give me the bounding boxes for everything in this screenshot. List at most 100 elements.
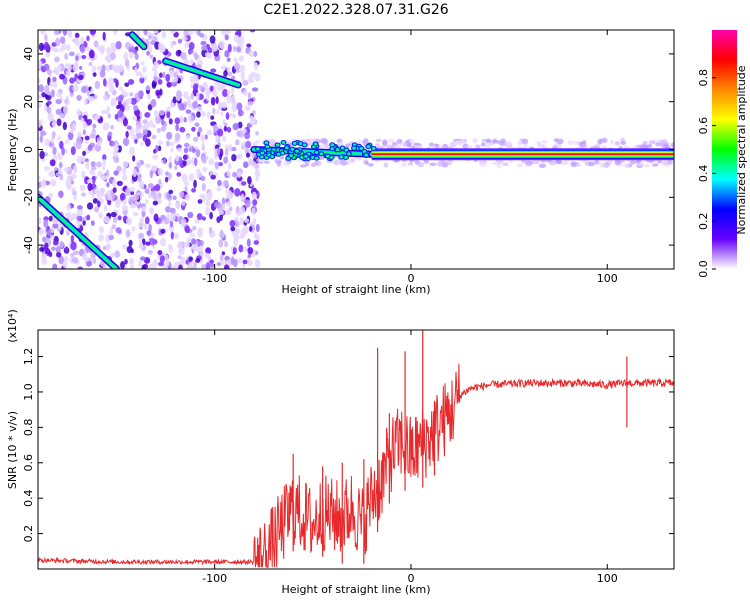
- carrier-blob-inner: [260, 151, 265, 155]
- noise-blob: [122, 166, 127, 176]
- noise-blob: [216, 147, 221, 156]
- carrier-halo: [493, 140, 502, 144]
- noise-blob: [247, 91, 252, 101]
- noise-blob: [178, 264, 183, 269]
- noise-blob: [154, 115, 162, 124]
- noise-blob: [58, 256, 65, 265]
- carrier-halo: [438, 159, 447, 165]
- noise-blob: [38, 103, 42, 109]
- noise-blob: [122, 117, 128, 127]
- noise-blob: [66, 229, 70, 236]
- noise-blob: [65, 95, 70, 101]
- carrier-halo: [556, 144, 562, 150]
- noise-blob: [125, 217, 133, 225]
- carrier-halo: [279, 156, 285, 160]
- noise-blob: [238, 55, 245, 62]
- noise-blob: [183, 142, 190, 148]
- noise-blob: [63, 256, 69, 262]
- carrier-halo: [313, 160, 322, 166]
- noise-blob: [160, 214, 166, 220]
- noise-blob: [70, 180, 75, 185]
- carrier-halo: [264, 160, 270, 164]
- noise-blob: [59, 47, 64, 53]
- noise-blob: [246, 238, 251, 247]
- noise-blob: [69, 129, 75, 134]
- noise-blob: [225, 112, 230, 120]
- noise-blob: [247, 253, 252, 259]
- noise-blob: [86, 214, 91, 221]
- noise-blob: [223, 179, 229, 186]
- noise-blob: [217, 128, 224, 137]
- noise-blob: [242, 79, 249, 86]
- noise-blob: [68, 51, 75, 57]
- noise-blob: [152, 67, 157, 72]
- noise-blob: [166, 131, 173, 140]
- carrier-halo: [599, 162, 605, 168]
- carrier-halo: [541, 139, 548, 144]
- carrier-halo: [629, 160, 637, 165]
- noise-blob: [235, 139, 240, 146]
- carrier-halo: [356, 139, 364, 144]
- noise-blob: [67, 211, 72, 217]
- noise-blob: [124, 41, 131, 50]
- noise-blob: [84, 46, 91, 52]
- noise-blob: [254, 169, 261, 178]
- noise-blob: [39, 134, 44, 143]
- carrier-halo: [491, 161, 500, 165]
- noise-blob: [124, 58, 130, 67]
- noise-blob: [153, 213, 159, 222]
- noise-blob: [226, 57, 231, 62]
- noise-blob: [187, 30, 194, 36]
- noise-blob: [219, 213, 223, 221]
- noise-blob: [73, 250, 80, 255]
- noise-blob: [44, 138, 51, 146]
- noise-blob: [138, 243, 143, 249]
- x-tick-label: -100: [202, 272, 227, 285]
- noise-blob: [126, 245, 133, 254]
- carrier-halo: [549, 160, 557, 165]
- carrier-blob-inner: [289, 154, 293, 158]
- noise-blob: [238, 244, 244, 253]
- noise-blob: [179, 115, 184, 124]
- noise-blob: [147, 192, 152, 199]
- noise-blob: [38, 84, 45, 93]
- carrier-halo: [283, 160, 291, 167]
- noise-blob: [244, 132, 251, 140]
- noise-blob: [80, 117, 85, 123]
- carrier-blob-inner: [300, 155, 304, 159]
- noise-blob: [183, 116, 187, 123]
- noise-blob: [192, 101, 198, 109]
- noise-blob: [143, 30, 148, 36]
- carrier-blob-inner: [335, 148, 340, 152]
- noise-blob: [108, 84, 115, 93]
- noise-blob: [236, 130, 242, 137]
- noise-blob: [49, 170, 56, 176]
- noise-blob: [80, 37, 85, 45]
- carrier-halo: [270, 139, 275, 145]
- carrier-halo: [536, 141, 541, 146]
- noise-blob: [51, 121, 56, 128]
- noise-blob: [184, 181, 190, 186]
- noise-blob: [153, 110, 160, 118]
- noise-blob: [157, 140, 163, 146]
- noise-blob: [226, 201, 232, 207]
- noise-blob: [114, 146, 120, 151]
- noise-blob: [94, 144, 101, 152]
- noise-blob: [253, 62, 259, 71]
- noise-blob: [155, 89, 160, 96]
- noise-blob: [229, 206, 233, 212]
- noise-blob: [56, 64, 62, 72]
- noise-blob: [192, 225, 197, 231]
- noise-blob: [112, 187, 117, 193]
- noise-blob: [152, 36, 158, 42]
- noise-blob: [77, 74, 84, 81]
- noise-blob: [240, 181, 247, 186]
- noise-blob: [92, 123, 97, 129]
- carrier-halo: [319, 137, 328, 144]
- noise-blob: [214, 152, 219, 160]
- noise-blob: [126, 125, 132, 130]
- noise-blob: [64, 53, 69, 60]
- noise-blob: [80, 85, 87, 94]
- noise-blob: [57, 167, 63, 175]
- noise-blob: [105, 169, 110, 178]
